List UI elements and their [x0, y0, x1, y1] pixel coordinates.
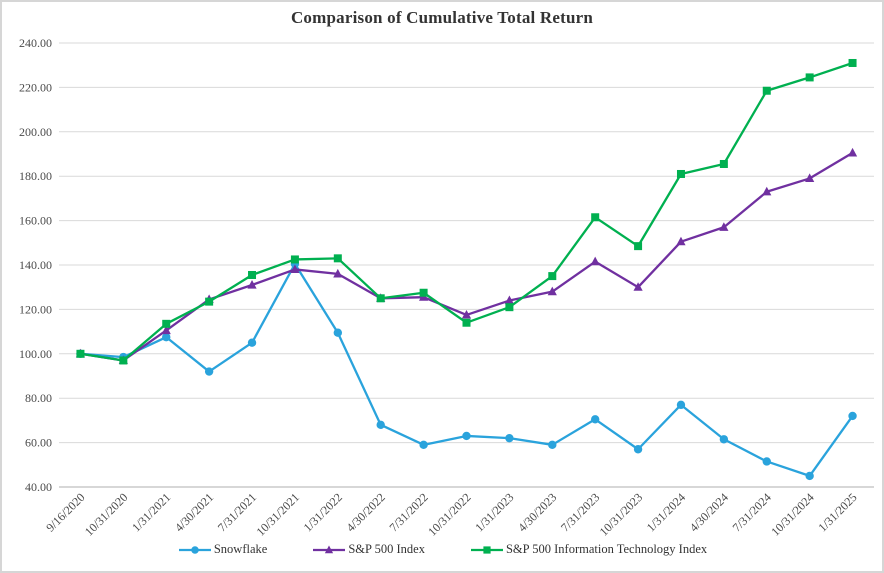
data-point-s-p-500-index [762, 186, 772, 196]
data-point-s-p-500-index [247, 279, 257, 289]
data-point-s-p-500-information-technology-index [676, 169, 685, 178]
series-line-s-p-500-index [79, 151, 854, 362]
x-tick-label: 4/30/2022 [344, 490, 388, 534]
legend-label: Snowflake [213, 542, 268, 556]
y-tick-label: 120.00 [19, 302, 52, 316]
data-point-s-p-500-index [290, 264, 300, 274]
data-point-s-p-500-index [333, 268, 343, 278]
y-tick-label: 220.00 [19, 80, 52, 94]
x-tick-label: 7/31/2022 [386, 490, 430, 534]
data-point-s-p-500-information-technology-index [76, 349, 85, 358]
data-point-s-p-500-information-technology-index [548, 272, 557, 281]
data-point-s-p-500-information-technology-index [591, 213, 600, 222]
data-point-s-p-500-index [547, 286, 557, 296]
data-point-s-p-500-index [847, 147, 858, 157]
x-tick-label: 7/31/2021 [215, 490, 259, 534]
x-tick-label: 7/31/2024 [730, 490, 774, 534]
data-point-s-p-500-index [676, 236, 686, 246]
legend-swatch-snowflake [178, 545, 211, 554]
data-point-s-p-500-information-technology-index [762, 86, 771, 95]
y-tick-label: 140.00 [19, 258, 52, 272]
legend-marker-square [483, 545, 491, 554]
data-point-snowflake [204, 367, 214, 376]
data-point-s-p-500-index [719, 222, 729, 231]
legend-swatch-sp500 [313, 545, 346, 553]
series-line-snowflake [79, 262, 854, 478]
data-point-s-p-500-information-technology-index [248, 270, 257, 279]
data-point-snowflake [848, 411, 857, 421]
legend-swatch-sp500-it [470, 545, 503, 554]
data-point-snowflake [590, 415, 600, 424]
plot-area: 40.00 60.00 80.00 100.00 120.00 140.00 160.00 1… [19, 36, 874, 539]
data-point-s-p-500-information-technology-index [376, 294, 385, 303]
data-point-s-p-500-information-technology-index [419, 288, 428, 297]
data-point-snowflake [376, 420, 385, 430]
y-tick-label: 60.00 [25, 436, 52, 450]
data-point-snowflake [762, 457, 771, 466]
y-tick-label: 160.00 [19, 214, 52, 228]
data-point-snowflake [633, 445, 643, 454]
legend-marker-triangle [325, 545, 334, 553]
data-point-s-p-500-index [633, 282, 643, 291]
data-point-s-p-500-information-technology-index [333, 254, 342, 263]
data-point-snowflake [805, 471, 814, 481]
legend-item-snowflake: Snowflake [177, 542, 267, 557]
data-point-s-p-500-information-technology-index [462, 318, 471, 327]
legend-marker-circle [191, 545, 199, 554]
data-point-s-p-500-information-technology-index [719, 159, 728, 168]
data-point-snowflake [419, 440, 428, 450]
x-tick-label: 4/30/2021 [172, 490, 216, 534]
x-tick-label: 10/31/2021 [253, 490, 302, 539]
x-tick-label: 1/31/2024 [644, 490, 688, 534]
legend-label: S&P 500 Index [348, 542, 425, 556]
data-point-s-p-500-information-technology-index [805, 73, 814, 82]
x-tick-label: 1/31/2023 [472, 490, 516, 534]
data-point-s-p-500-index [590, 256, 600, 266]
x-tick-label: 9/16/2020 [43, 490, 87, 534]
data-point-s-p-500-index [504, 295, 514, 305]
data-point-snowflake [548, 440, 557, 450]
legend-item-sp500-it: S&P 500 Information Technology Index [469, 542, 707, 557]
x-tick-label: 10/31/2022 [425, 490, 474, 539]
x-tick-label: 1/31/2025 [815, 490, 859, 534]
x-tick-label: 4/30/2023 [515, 490, 559, 534]
y-tick-label: 80.00 [25, 391, 52, 405]
x-tick-label: 10/31/2020 [82, 490, 131, 539]
data-point-s-p-500-index [805, 173, 815, 183]
y-tick-label: 100.00 [19, 347, 52, 361]
data-point-snowflake [247, 338, 257, 347]
chart-title: Comparison of Cumulative Total Return [290, 8, 594, 27]
y-tick-label: 200.00 [19, 125, 52, 139]
x-tick-label: 1/31/2022 [301, 490, 345, 534]
legend-item-sp500: S&P 500 Index [311, 542, 425, 557]
data-point-s-p-500-index [461, 309, 472, 319]
data-point-snowflake [462, 431, 471, 441]
data-point-s-p-500-information-technology-index [205, 297, 214, 306]
y-tick-label: 180.00 [19, 169, 52, 183]
data-point-snowflake [676, 400, 686, 410]
data-point-snowflake [333, 328, 343, 337]
y-tick-label: 240.00 [19, 36, 52, 50]
data-point-snowflake [505, 433, 514, 443]
data-point-s-p-500-information-technology-index [848, 58, 857, 67]
legend-label: S&P 500 Information Technology Index [505, 542, 708, 556]
data-point-snowflake [719, 435, 729, 444]
x-tick-label: 7/31/2023 [558, 490, 602, 534]
data-point-s-p-500-information-technology-index [119, 356, 128, 365]
data-point-s-p-500-information-technology-index [290, 255, 299, 264]
data-point-s-p-500-information-technology-index [162, 319, 171, 328]
x-tick-label: 1/31/2021 [129, 490, 173, 534]
legend: Snowflake S&P 500 Index S&P 500 Informat… [2, 542, 882, 557]
data-point-s-p-500-index [161, 325, 171, 335]
y-tick-label: 40.00 [25, 480, 52, 494]
data-point-s-p-500-information-technology-index [634, 242, 643, 251]
x-tick-label: 4/30/2024 [687, 490, 731, 534]
x-tick-label: 10/31/2024 [768, 490, 817, 539]
data-point-s-p-500-information-technology-index [505, 303, 514, 312]
x-tick-label: 10/31/2023 [597, 490, 646, 539]
data-point-snowflake [162, 332, 171, 342]
